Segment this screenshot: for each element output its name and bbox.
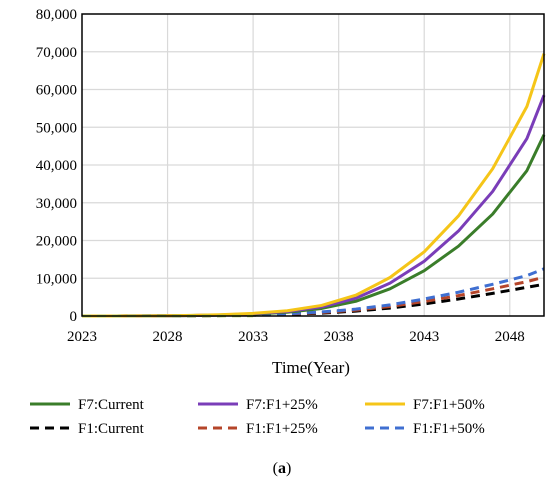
x-tick-label: 2023: [67, 329, 97, 345]
y-tick-label: 20,000: [36, 234, 77, 250]
plot-area-border: [81, 13, 545, 317]
x-tick-label: 2033: [238, 329, 268, 345]
legend-label: F1:Current: [78, 421, 145, 437]
y-tick-label: 80,000: [36, 7, 77, 23]
legend-label: F7:Current: [78, 397, 145, 413]
x-tick-label: 2038: [324, 329, 354, 345]
figure-caption: (a): [273, 460, 292, 477]
y-tick-label: 50,000: [36, 120, 77, 136]
legend-label: F7:F1+50%: [413, 397, 485, 413]
y-tick-label: 10,000: [36, 271, 77, 287]
y-axis-tick-labels: 0 10,000 20,000 30,000 40,000 50,000 60,000 70,…: [36, 7, 77, 325]
x-tick-label: 2048: [495, 329, 525, 345]
y-tick-label: 40,000: [36, 158, 77, 174]
gridlines: [82, 14, 544, 316]
x-axis-tick-labels: 2023 2028 2033 2038 2043 2048: [67, 329, 525, 345]
y-tick-label: 70,000: [36, 45, 77, 61]
x-tick-label: 2043: [409, 329, 439, 345]
y-tick-label: 30,000: [36, 196, 77, 212]
x-tick-label: 2028: [153, 329, 183, 345]
y-tick-label: 0: [70, 309, 78, 325]
legend: F7:Current F7:F1+25% F7:F1+50% F1:Current F1…: [30, 397, 485, 437]
caption-letter: a: [278, 460, 286, 477]
legend-label: F7:F1+25%: [246, 397, 318, 413]
legend-label: F1:F1+25%: [246, 421, 318, 437]
legend-label: F1:F1+50%: [413, 421, 485, 437]
caption-open-paren: (: [273, 460, 278, 477]
caption-close-paren: ): [286, 460, 291, 477]
x-axis-title: Time(Year): [272, 358, 350, 377]
y-tick-label: 60,000: [36, 83, 77, 99]
